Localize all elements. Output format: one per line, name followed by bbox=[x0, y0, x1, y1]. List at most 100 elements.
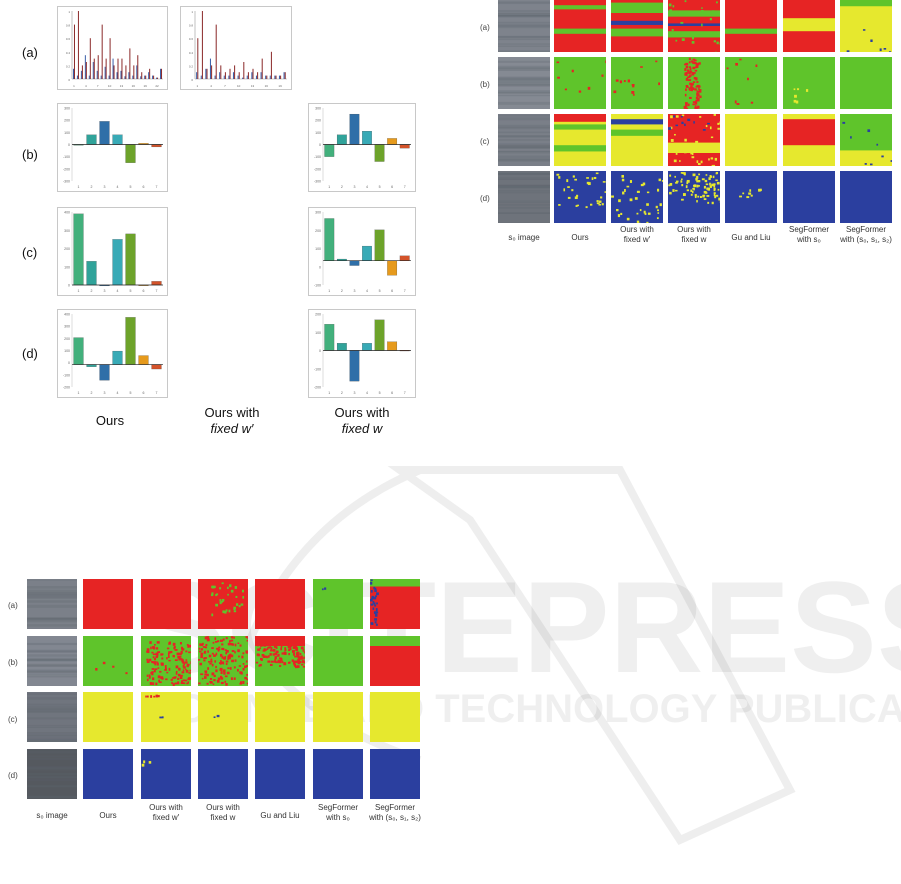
seg-speck bbox=[626, 185, 630, 188]
x-tick-label: 1 bbox=[328, 289, 330, 293]
seg-speck bbox=[228, 656, 231, 660]
bl-row-label-b: (b) bbox=[8, 658, 18, 667]
seg-speck bbox=[695, 65, 699, 69]
seg-speck bbox=[224, 680, 227, 683]
seg-speck bbox=[701, 7, 703, 9]
texture-streak bbox=[27, 671, 77, 673]
seg-band bbox=[554, 124, 606, 130]
bar bbox=[138, 355, 149, 365]
bar bbox=[99, 364, 110, 381]
seg-speck bbox=[189, 669, 191, 672]
x-tick-label: 13 bbox=[120, 84, 124, 88]
seg-speck bbox=[689, 67, 692, 71]
seg-speck bbox=[224, 675, 228, 678]
seg-speck bbox=[587, 86, 591, 90]
seg-band bbox=[611, 119, 663, 125]
seg-speck bbox=[681, 12, 684, 15]
seg-speck bbox=[281, 660, 284, 664]
seg-speck bbox=[712, 175, 715, 179]
tr-caption-2-line: Ours bbox=[571, 233, 589, 242]
bar bbox=[151, 144, 162, 148]
bar bbox=[336, 134, 347, 145]
bar bbox=[161, 68, 163, 79]
texture-streak bbox=[27, 785, 77, 788]
seg-speck bbox=[691, 152, 694, 155]
bl-tile-r2-c2 bbox=[83, 636, 133, 686]
seg-bg bbox=[783, 57, 835, 109]
bar bbox=[104, 66, 106, 79]
seg-speck bbox=[670, 115, 673, 119]
seg-bg bbox=[83, 579, 133, 629]
bar bbox=[387, 260, 398, 276]
bl-caption-2: Ours bbox=[77, 811, 139, 821]
seg-speck bbox=[689, 82, 692, 85]
seg-speck bbox=[694, 195, 697, 199]
y-tick-label: -100 bbox=[63, 373, 70, 377]
seg-speck bbox=[216, 714, 220, 718]
bl-tile-r2-c1 bbox=[27, 636, 77, 686]
x-tick-label: 10 bbox=[108, 84, 112, 88]
y-tick-label: 1 bbox=[68, 10, 70, 14]
seg-speck bbox=[375, 623, 378, 626]
texture-streak bbox=[27, 675, 77, 678]
seg-speck bbox=[215, 652, 218, 656]
seg-speck bbox=[204, 646, 207, 649]
seg-speck bbox=[155, 655, 158, 659]
seg-speck bbox=[691, 190, 694, 194]
caption-fixed-w-prime: Ours with fixed w′ bbox=[192, 405, 272, 437]
seg-speck bbox=[586, 177, 589, 179]
seg-speck bbox=[688, 61, 691, 64]
texture-streak bbox=[498, 200, 550, 202]
seg-band bbox=[783, 18, 835, 32]
tr-tile-r4-c5 bbox=[725, 171, 777, 223]
caption-fixed-w: Ours with fixed w bbox=[322, 405, 402, 437]
seg-speck bbox=[595, 172, 599, 175]
seg-speck bbox=[146, 658, 149, 661]
seg-speck bbox=[703, 185, 706, 189]
seg-speck bbox=[576, 204, 580, 207]
seg-speck bbox=[629, 198, 633, 202]
seg-speck bbox=[199, 662, 203, 666]
seg-speck bbox=[656, 217, 659, 220]
bar bbox=[97, 55, 99, 79]
seg-speck bbox=[675, 189, 678, 192]
seg-speck bbox=[230, 589, 234, 593]
bar bbox=[261, 58, 263, 79]
seg-speck bbox=[269, 663, 273, 666]
seg-speck bbox=[178, 652, 182, 656]
chart-d-ours: 400 300 200 100 0 -100 -200 1 2 3 4 5 6 7 bbox=[57, 309, 168, 398]
seg-speck bbox=[304, 656, 305, 659]
bl-tile-r1-c5 bbox=[255, 579, 305, 629]
y-tick-label: 0 bbox=[68, 284, 70, 288]
seg-speck bbox=[302, 665, 305, 668]
texture-streak bbox=[27, 697, 77, 700]
seg-speck bbox=[687, 103, 690, 106]
seg-speck bbox=[591, 177, 594, 180]
seg-speck bbox=[646, 203, 649, 206]
seg-speck bbox=[693, 187, 695, 191]
bar bbox=[278, 75, 280, 79]
seg-speck bbox=[684, 73, 686, 76]
seg-speck bbox=[172, 677, 174, 679]
texture-streak bbox=[27, 795, 77, 799]
texture-streak bbox=[498, 45, 550, 47]
seg-speck bbox=[283, 662, 286, 665]
texture-streak bbox=[27, 735, 77, 737]
texture-streak bbox=[27, 739, 77, 742]
y-tick-label: 100 bbox=[64, 349, 70, 353]
texture-streak bbox=[27, 649, 77, 652]
seg-speck bbox=[176, 652, 180, 656]
seg-speck bbox=[750, 194, 753, 197]
seg-speck bbox=[200, 673, 204, 676]
seg-speck bbox=[180, 650, 183, 654]
seg-speck bbox=[219, 599, 222, 602]
seg-speck bbox=[675, 181, 678, 184]
seg-speck bbox=[846, 50, 850, 52]
texture-streak bbox=[27, 776, 77, 779]
chart-a-fixed-w: 10.80.60.40.201 4 7 10 13 16 19 bbox=[180, 6, 292, 90]
bar bbox=[145, 75, 147, 79]
seg-speck bbox=[151, 671, 154, 673]
seg-speck bbox=[587, 182, 591, 186]
texture-streak bbox=[498, 135, 550, 138]
x-tick-label: 4 bbox=[117, 185, 119, 189]
